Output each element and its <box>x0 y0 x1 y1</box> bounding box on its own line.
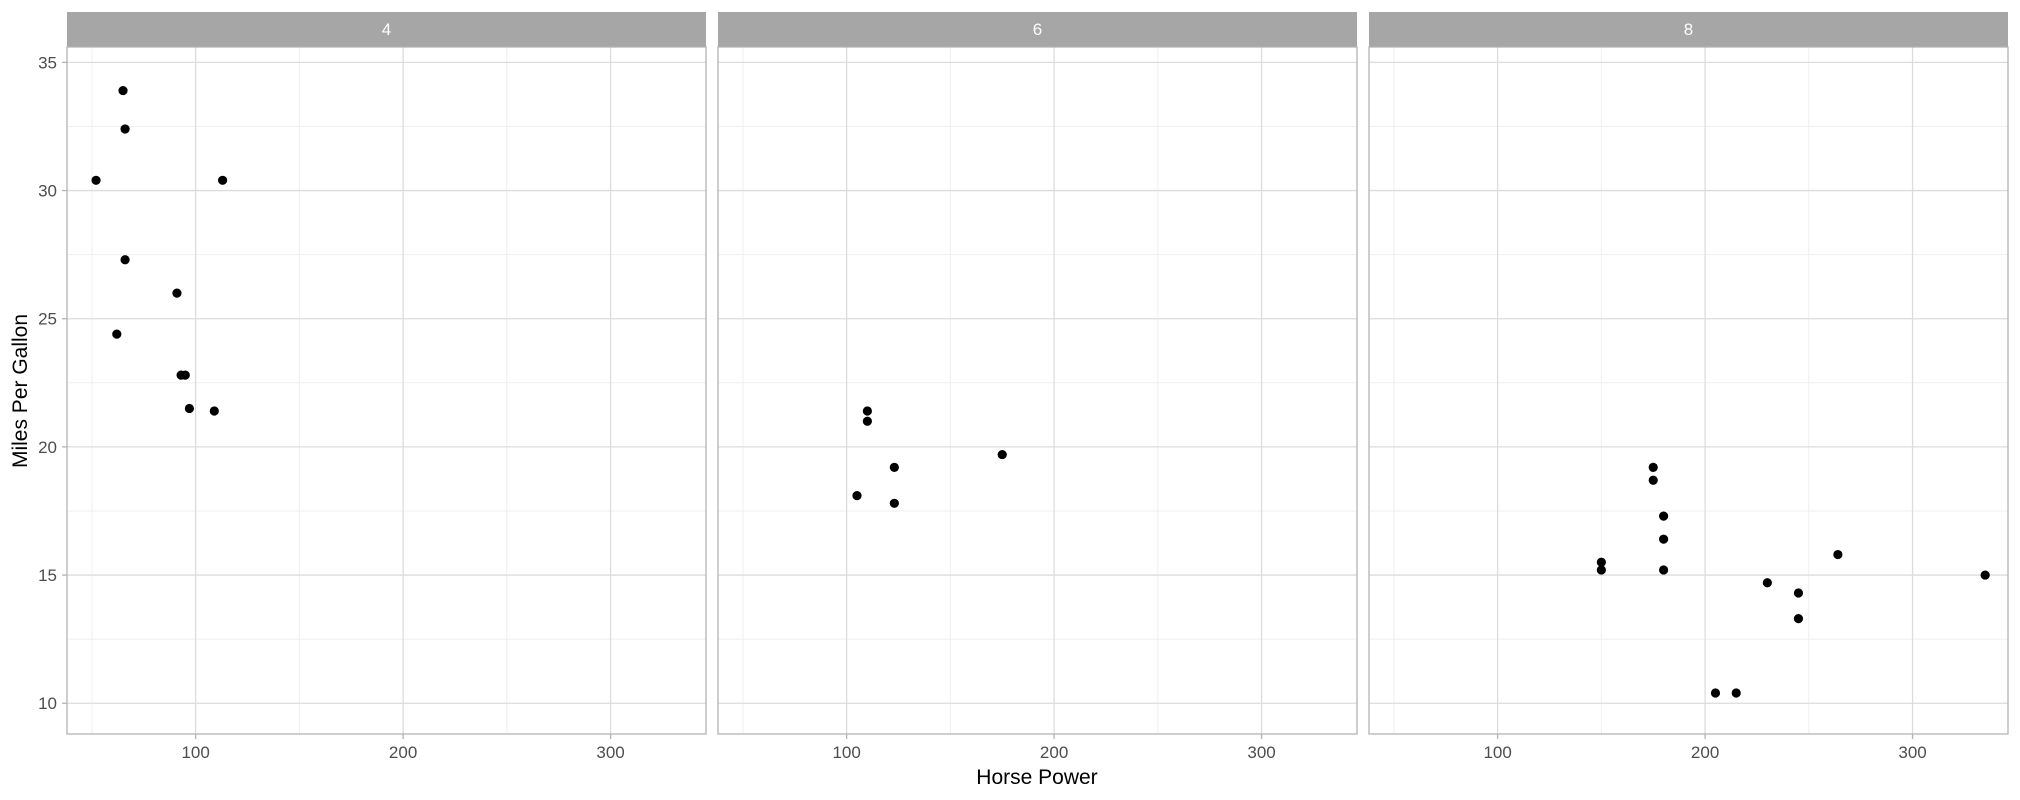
x-tick-label: 300 <box>596 743 624 762</box>
x-tick-label: 300 <box>1247 743 1275 762</box>
scatter-point <box>1596 557 1606 567</box>
scatter-point <box>1659 565 1669 575</box>
scatter-point <box>1731 688 1741 698</box>
x-tick-label: 300 <box>1898 743 1926 762</box>
y-axis-title: Miles Per Gallon <box>9 314 32 468</box>
x-tick-label: 100 <box>181 743 209 762</box>
facet-strip-label: 8 <box>1684 20 1693 39</box>
facet-strip <box>718 12 1357 47</box>
scatter-point <box>1596 565 1606 575</box>
scatter-point <box>1793 614 1804 624</box>
scatter-point <box>112 329 122 339</box>
panel-border <box>1368 46 2009 735</box>
facet-strip-label: 4 <box>382 20 391 39</box>
scatter-point <box>1833 549 1843 560</box>
panel-border <box>717 46 1358 735</box>
scatter-point <box>889 462 899 473</box>
scatter-point <box>1710 688 1721 698</box>
y-tick-label: 20 <box>38 438 57 457</box>
facet-strip <box>1369 12 2008 47</box>
panel-border <box>66 46 707 735</box>
x-axis-title: Horse Power <box>976 766 1097 789</box>
scatter-point <box>852 491 862 501</box>
y-tick-label: 35 <box>38 53 57 72</box>
facet-panel-4: 4 <box>66 12 707 735</box>
x-tick-label: 100 <box>1483 743 1511 762</box>
scatter-point <box>1659 534 1669 544</box>
scatter-point <box>184 403 195 414</box>
x-tick-label: 200 <box>1040 743 1068 762</box>
scatter-point <box>172 288 182 298</box>
x-axis: 100 200 300 100 200 300 100 200 300 <box>181 734 1927 762</box>
x-tick-label: 100 <box>832 743 860 762</box>
x-tick-label: 200 <box>389 743 417 762</box>
y-tick-label: 15 <box>38 566 57 585</box>
facet-strip <box>67 12 706 47</box>
y-tick-label: 25 <box>38 310 57 329</box>
scatter-point <box>218 175 228 185</box>
scatter-point <box>1648 475 1658 485</box>
scatter-point <box>118 85 128 96</box>
scatter-point <box>209 406 219 416</box>
x-tick-label: 200 <box>1691 743 1719 762</box>
scatter-point <box>862 406 872 416</box>
y-tick-label: 30 <box>38 182 57 201</box>
scatter-point <box>1659 511 1669 521</box>
scatter-point <box>889 498 899 508</box>
scatter-point <box>91 175 101 185</box>
facet-strip-label: 6 <box>1033 20 1042 39</box>
facet-panel-6: 6 <box>717 12 1358 735</box>
y-tick-label: 10 <box>38 694 57 713</box>
facet-panel-8: 8 <box>1368 12 2009 735</box>
y-axis: 10 15 20 25 30 35 <box>38 53 67 713</box>
scatter-point <box>180 370 190 380</box>
scatter-point <box>120 124 130 134</box>
scatter-point <box>1980 570 1990 580</box>
scatter-point <box>997 449 1007 460</box>
scatter-point <box>1793 588 1804 598</box>
facet-panels: 4 6 8 <box>66 12 2009 735</box>
scatter-point <box>120 255 130 265</box>
scatter-point <box>1762 578 1772 588</box>
scatter-point <box>1648 462 1658 473</box>
scatter-point <box>862 416 872 426</box>
